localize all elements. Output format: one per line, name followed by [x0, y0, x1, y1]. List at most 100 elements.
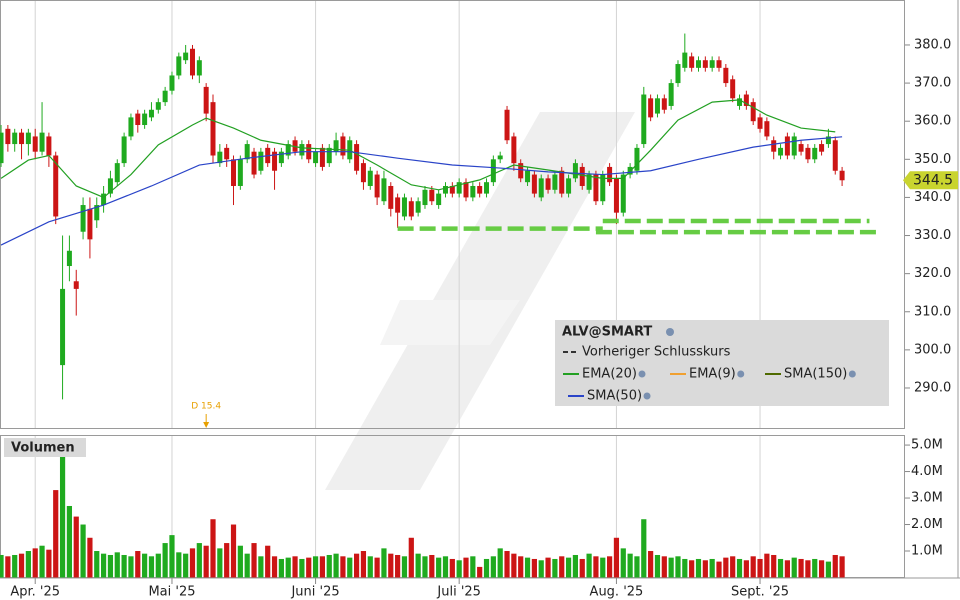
volume-bar [87, 537, 93, 578]
volume-bar [135, 551, 141, 578]
candle-body [66, 250, 72, 267]
price-panel-frame [0, 0, 905, 429]
candle-body [326, 147, 332, 164]
candle-body [743, 94, 749, 106]
candle-body [251, 151, 257, 175]
legend-icon[interactable] [666, 328, 674, 336]
volume-bar [25, 551, 31, 578]
candle-body [217, 151, 223, 164]
candle-body [764, 121, 770, 137]
candle-body [545, 178, 551, 190]
volume-bar [353, 553, 360, 578]
candle-body [559, 170, 565, 194]
volume-bar [230, 524, 237, 578]
volume-label-bg [4, 438, 86, 457]
candle-body [162, 90, 168, 103]
legend-label: Vorheriger Schlusskurs [582, 345, 731, 360]
last-price-label: 344.5 [913, 172, 953, 188]
volume-bar [798, 558, 804, 578]
candle-body [750, 102, 756, 122]
candle-body [812, 147, 818, 160]
candle-body [442, 185, 448, 194]
candle-body [53, 155, 59, 217]
volume-bar [593, 556, 599, 578]
volume-bar [641, 519, 647, 578]
marks: D 15.4 [0, 33, 877, 578]
volume-bar [627, 553, 633, 578]
y-tick-label: 350.0 [914, 152, 951, 167]
volume-bar [634, 556, 640, 578]
volume-bar [723, 557, 729, 578]
volume-bar [661, 556, 667, 578]
candle-body [196, 60, 202, 76]
volume-bar [449, 558, 455, 578]
annotation-arrowhead [203, 422, 210, 428]
y-tick-label: 320.0 [914, 266, 951, 281]
volume-bar [552, 558, 558, 578]
volume-bar [32, 548, 38, 578]
legend-title: ALV@SMART [562, 325, 652, 340]
candle-body [477, 185, 483, 194]
volume-bar [224, 543, 230, 578]
candle-body [730, 79, 736, 99]
candle-body [313, 151, 319, 164]
legend: Vorheriger Schlusskurs EMA(20) EMA(9) SMA(1… [563, 345, 856, 404]
candle-body [94, 205, 100, 221]
volume-bar [285, 557, 291, 578]
volume-bar [251, 543, 257, 578]
candle-body [237, 159, 243, 186]
volume-bar [511, 553, 517, 578]
volume-bar [121, 554, 127, 578]
y-tick-label: 300.0 [914, 342, 951, 357]
y-tick-label: 340.0 [914, 190, 951, 205]
candle-body [388, 185, 394, 209]
watermark [380, 300, 520, 345]
volume-bar [12, 554, 18, 578]
y-tick-label: 310.0 [914, 304, 951, 319]
volume-bar [818, 560, 825, 578]
candle-body [183, 52, 189, 61]
candle-body [791, 136, 797, 156]
x-tick-label: Mai '25 [148, 585, 195, 600]
volume-bar [360, 551, 367, 578]
volume-bar [750, 556, 756, 578]
volume-bar [94, 551, 100, 578]
volume-bar [545, 557, 551, 578]
candle-body [778, 147, 784, 156]
candle-body [272, 151, 278, 171]
candle-body [231, 159, 237, 186]
volume-bar [258, 556, 264, 578]
candle-body [661, 98, 667, 110]
volume-bar [408, 537, 414, 578]
y-tick-label: 1.0M [911, 544, 943, 559]
candle-body [839, 170, 845, 181]
annotation-text: D 15.4 [191, 402, 221, 412]
candle-body [798, 144, 804, 152]
volume-bar [504, 551, 510, 578]
volume-bar [682, 558, 688, 578]
candle-body [579, 166, 585, 186]
volume-bar [53, 490, 59, 578]
volume-bar [46, 549, 52, 578]
candle-body [395, 197, 401, 213]
volume-bar [654, 554, 661, 578]
volume-bar [586, 553, 592, 578]
volume-bar [524, 557, 531, 578]
candle-body [771, 140, 777, 152]
candle-body [497, 155, 503, 160]
candle-body [716, 60, 722, 68]
candle-body [641, 94, 647, 145]
candle-body [0, 132, 4, 164]
candle-body [572, 163, 578, 179]
legend-icon [643, 392, 651, 400]
volume-bar [490, 556, 496, 578]
volume-bar [825, 561, 832, 578]
candle-body [422, 189, 428, 206]
legend-icon [737, 370, 745, 378]
candle-body [525, 170, 531, 183]
volume-bar [210, 519, 216, 578]
y-tick-label: 330.0 [914, 228, 951, 243]
candle-body [203, 86, 209, 114]
volume-bar [689, 560, 695, 578]
